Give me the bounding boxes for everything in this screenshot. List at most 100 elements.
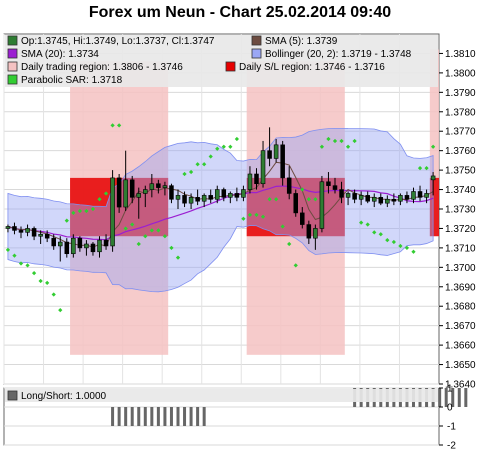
candle bbox=[221, 187, 227, 202]
candle bbox=[306, 220, 312, 244]
parabolic-sar bbox=[5, 123, 436, 313]
long-short-bar bbox=[124, 407, 128, 426]
sar-dot bbox=[103, 191, 109, 196]
candle-body bbox=[44, 233, 50, 239]
candle bbox=[123, 150, 128, 211]
sar-dot bbox=[339, 138, 344, 144]
candle bbox=[365, 191, 370, 204]
sar-dot bbox=[156, 228, 161, 233]
candle bbox=[31, 226, 37, 241]
candle bbox=[136, 187, 142, 219]
y-tick-label: 1.3680 bbox=[445, 302, 476, 313]
sub-tick-label: 1 bbox=[447, 384, 453, 395]
legend-label: Daily trading region: 1.3806 - 1.3746 bbox=[21, 62, 183, 73]
candle bbox=[44, 230, 50, 243]
sar-dot bbox=[352, 138, 357, 144]
legend-label: Parabolic SAR: 1.3718 bbox=[21, 75, 123, 86]
y-tick-label: 1.3810 bbox=[445, 49, 476, 60]
candle bbox=[378, 193, 384, 206]
y-tick-label: 1.3760 bbox=[445, 146, 476, 157]
candle bbox=[424, 189, 429, 204]
y-tick-label: 1.3730 bbox=[445, 205, 476, 216]
sar-dot bbox=[12, 253, 17, 258]
candles bbox=[5, 127, 436, 262]
candle bbox=[169, 183, 174, 204]
candle bbox=[71, 234, 76, 258]
candle bbox=[313, 224, 318, 250]
candle bbox=[57, 236, 63, 262]
candle bbox=[326, 172, 331, 194]
candle-body bbox=[169, 185, 174, 200]
candle bbox=[156, 179, 161, 194]
candle bbox=[143, 185, 148, 208]
candle-body bbox=[123, 179, 128, 208]
candle-body bbox=[31, 228, 37, 237]
sar-dot bbox=[84, 208, 89, 214]
sar-dot bbox=[64, 218, 69, 223]
candle bbox=[234, 187, 240, 202]
candle-body bbox=[234, 193, 240, 198]
candle bbox=[404, 191, 410, 204]
candle bbox=[293, 189, 299, 217]
sub-tick-label: -2 bbox=[447, 441, 456, 452]
daily-sl-region bbox=[429, 177, 439, 237]
sar-dot bbox=[260, 214, 266, 219]
y-tick-label: 1.3690 bbox=[445, 282, 476, 293]
legend-swatch bbox=[7, 48, 18, 59]
sar-dot bbox=[326, 136, 331, 142]
sar-dot bbox=[130, 222, 135, 227]
y-axis-ticks: 1.3640 1.3650 1.3660 1.3670 1.3680 1.3690 1.37… bbox=[439, 49, 476, 391]
candle-body bbox=[116, 177, 122, 208]
candle-body bbox=[293, 193, 299, 214]
long-short-bar bbox=[189, 407, 193, 426]
sar-dot bbox=[5, 247, 11, 252]
sar-dot bbox=[372, 230, 377, 235]
sar-dot bbox=[117, 123, 122, 128]
candle-body bbox=[84, 243, 89, 249]
candle bbox=[188, 193, 194, 209]
sar-dot bbox=[136, 241, 141, 247]
sar-dot bbox=[123, 226, 128, 231]
long-short-bar bbox=[438, 388, 442, 407]
legend-label: SMA (20): 1.3734 bbox=[21, 49, 99, 60]
y-tick-label: 1.3750 bbox=[445, 166, 476, 177]
candle-body bbox=[267, 150, 272, 159]
candle-body bbox=[241, 189, 246, 198]
candle-body bbox=[18, 230, 24, 233]
candle-body bbox=[97, 239, 102, 253]
candle-body bbox=[352, 193, 357, 200]
candle-body bbox=[398, 195, 403, 202]
candle-body bbox=[365, 195, 370, 202]
candle-body bbox=[175, 195, 181, 200]
candle-body bbox=[182, 195, 187, 204]
long-short-bar bbox=[143, 407, 147, 426]
candle-body bbox=[378, 197, 384, 204]
sub-legend-label: Long/Short: 1.0000 bbox=[21, 391, 107, 402]
legend-swatch bbox=[225, 61, 236, 72]
sar-dot bbox=[234, 136, 239, 142]
sar-dot bbox=[332, 138, 338, 144]
candle-body bbox=[149, 183, 155, 190]
bollinger-band-area bbox=[7, 127, 434, 293]
long-short-bar bbox=[451, 388, 455, 407]
candle bbox=[201, 193, 207, 208]
y-tick-label: 1.3790 bbox=[445, 88, 476, 99]
sar-dot bbox=[241, 216, 246, 221]
long-short-bar bbox=[117, 407, 121, 426]
candle bbox=[149, 174, 155, 198]
candle bbox=[332, 177, 338, 194]
candle bbox=[241, 185, 246, 202]
candle-body bbox=[208, 195, 213, 200]
legend-label: Daily S/L region: 1.3746 - 1.3716 bbox=[239, 62, 385, 73]
y-tick-label: 1.3800 bbox=[445, 68, 476, 79]
candle bbox=[38, 230, 43, 244]
y-tick-label: 1.3670 bbox=[445, 321, 476, 332]
sar-dot bbox=[182, 171, 187, 177]
candle-body bbox=[417, 191, 423, 198]
candle bbox=[385, 195, 390, 208]
long-short-bar bbox=[464, 388, 468, 407]
candle-body bbox=[51, 237, 56, 247]
sar-dot bbox=[280, 224, 285, 229]
sar-dot bbox=[430, 144, 436, 149]
sar-dot bbox=[202, 162, 207, 167]
